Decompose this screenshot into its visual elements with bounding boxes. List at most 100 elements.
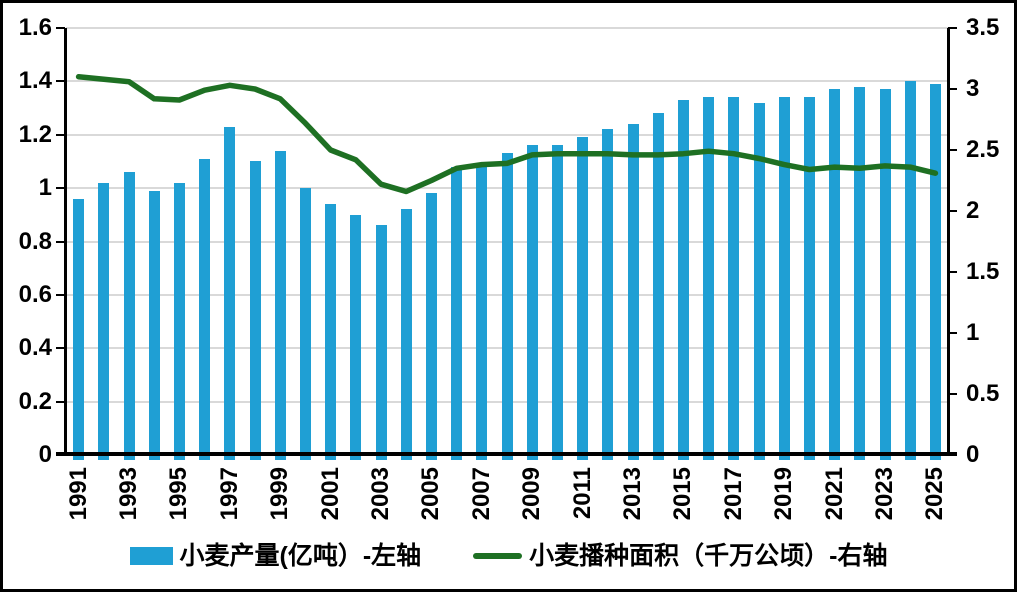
right-axis-tickmark: [948, 332, 957, 334]
right-axis-tickmark: [948, 210, 957, 212]
production-bar: [173, 182, 185, 460]
right-axis-tick-label: 3: [966, 75, 980, 102]
right-axis-tickmark: [948, 271, 957, 273]
production-bar: [703, 97, 715, 460]
production-bar: [728, 97, 740, 460]
production-bar: [224, 126, 236, 460]
left-axis-tickmark: [56, 400, 65, 403]
x-axis-year-label: 1991: [64, 467, 92, 521]
production-bar: [148, 190, 160, 460]
right-axis-tickmark: [948, 454, 957, 456]
left-y-axis-line: [64, 28, 67, 455]
right-axis-tickmark: [948, 88, 957, 90]
left-axis-tickmark: [56, 293, 65, 296]
x-axis-year-label: 2007: [467, 467, 495, 521]
production-bar: [501, 153, 513, 460]
production-bar: [425, 193, 437, 460]
production-bar: [753, 102, 765, 460]
production-bar-swatch-icon: [129, 547, 173, 565]
production-bar: [274, 150, 286, 460]
production-bar: [803, 97, 815, 460]
right-axis-tick-label: 1.5: [966, 258, 1000, 285]
right-y-axis-line: [947, 28, 950, 455]
right-axis-tick-label: 0.5: [966, 380, 1000, 407]
production-bar: [299, 188, 311, 460]
right-axis-tickmark: [948, 149, 957, 151]
production-bar: [577, 137, 589, 460]
x-axis-year-label: 2017: [719, 467, 747, 521]
x-axis-year-label: 2021: [820, 467, 848, 521]
production-bar: [526, 145, 538, 460]
production-bar: [627, 124, 639, 460]
x-axis-year-label: 2011: [568, 467, 596, 520]
production-bar: [199, 158, 211, 460]
x-axis-line: [56, 452, 957, 456]
gridline: [66, 80, 948, 83]
legend-label-sown-area: 小麦播种面积（千万公顷）-右轴: [529, 542, 888, 570]
x-axis-year-label: 1999: [266, 467, 294, 521]
x-axis-year-label: 2009: [518, 467, 546, 521]
legend-label-production: 小麦产量(亿吨）-左轴: [179, 542, 422, 570]
x-axis-year-label: 1997: [215, 467, 243, 521]
x-axis-year-label: 2005: [417, 467, 445, 521]
left-axis-tick-label: 0.6: [18, 280, 52, 308]
left-axis-tickmark: [56, 80, 65, 83]
production-bar: [249, 161, 261, 460]
production-bar: [551, 145, 563, 460]
x-axis-year-label: 2019: [770, 467, 798, 521]
right-axis-tick-label: 0: [966, 441, 980, 468]
x-axis-year-label: 1993: [115, 467, 142, 521]
left-axis-tickmark: [56, 240, 65, 243]
production-bar: [73, 198, 85, 460]
production-bar: [602, 129, 614, 460]
production-bar: [400, 209, 412, 460]
left-axis-tick-label: 0.4: [18, 334, 52, 362]
left-axis-tickmark: [56, 347, 65, 350]
left-axis-tickmark: [56, 27, 65, 29]
production-bar: [98, 182, 110, 460]
x-axis-year-label: 1995: [165, 467, 193, 521]
right-axis-tick-label: 2.5: [966, 136, 1000, 163]
left-axis-tick-label: 1.4: [18, 67, 52, 95]
x-axis-year-label: 2003: [367, 467, 394, 521]
x-axis-year-label: 2023: [871, 467, 898, 521]
production-bar: [350, 214, 362, 460]
left-axis-tickmark: [56, 454, 65, 456]
right-axis-tickmark: [948, 27, 957, 29]
production-bar: [829, 89, 841, 460]
gridline: [66, 133, 948, 136]
left-axis-tick-label: 1: [38, 174, 52, 202]
production-bar: [652, 113, 664, 460]
production-bar: [325, 204, 337, 460]
production-bar: [854, 86, 866, 460]
left-axis-tick-label: 0.8: [18, 227, 52, 255]
x-axis-year-label: 2025: [921, 467, 949, 521]
left-axis-tickmark: [56, 187, 65, 190]
production-bar: [929, 84, 941, 460]
right-axis-tick-label: 2: [966, 197, 980, 224]
production-bar: [904, 81, 916, 460]
left-axis-tick-label: 1.2: [18, 120, 52, 148]
legend-item-sown-area: 小麦播种面积（千万公顷）-右轴: [473, 541, 887, 571]
legend-item-production: 小麦产量(亿吨）-左轴: [129, 541, 422, 571]
x-axis-year-label: 2001: [316, 467, 344, 521]
left-axis-tick-label: 0.2: [18, 387, 52, 415]
production-bar: [677, 100, 689, 460]
production-bar: [778, 97, 790, 460]
left-axis-tick-label: 0: [38, 441, 52, 468]
right-axis-tickmark: [948, 393, 957, 395]
production-bar: [375, 225, 387, 460]
left-axis-tick-label: 1.6: [18, 14, 52, 41]
gridline: [66, 27, 948, 29]
production-bar: [879, 89, 891, 460]
left-axis-tickmark: [56, 133, 65, 136]
x-axis-year-label: 2015: [669, 467, 697, 521]
production-bar: [123, 172, 135, 460]
production-bar: [451, 166, 463, 460]
sown-area-line-swatch-icon: [473, 553, 523, 559]
right-axis-tick-label: 3.5: [966, 14, 1000, 41]
right-axis-tick-label: 1: [966, 319, 980, 346]
chart-legend: 小麦产量(亿吨）-左轴 小麦播种面积（千万公顷）-右轴: [0, 541, 1017, 571]
x-axis-year-label: 2013: [619, 467, 646, 521]
